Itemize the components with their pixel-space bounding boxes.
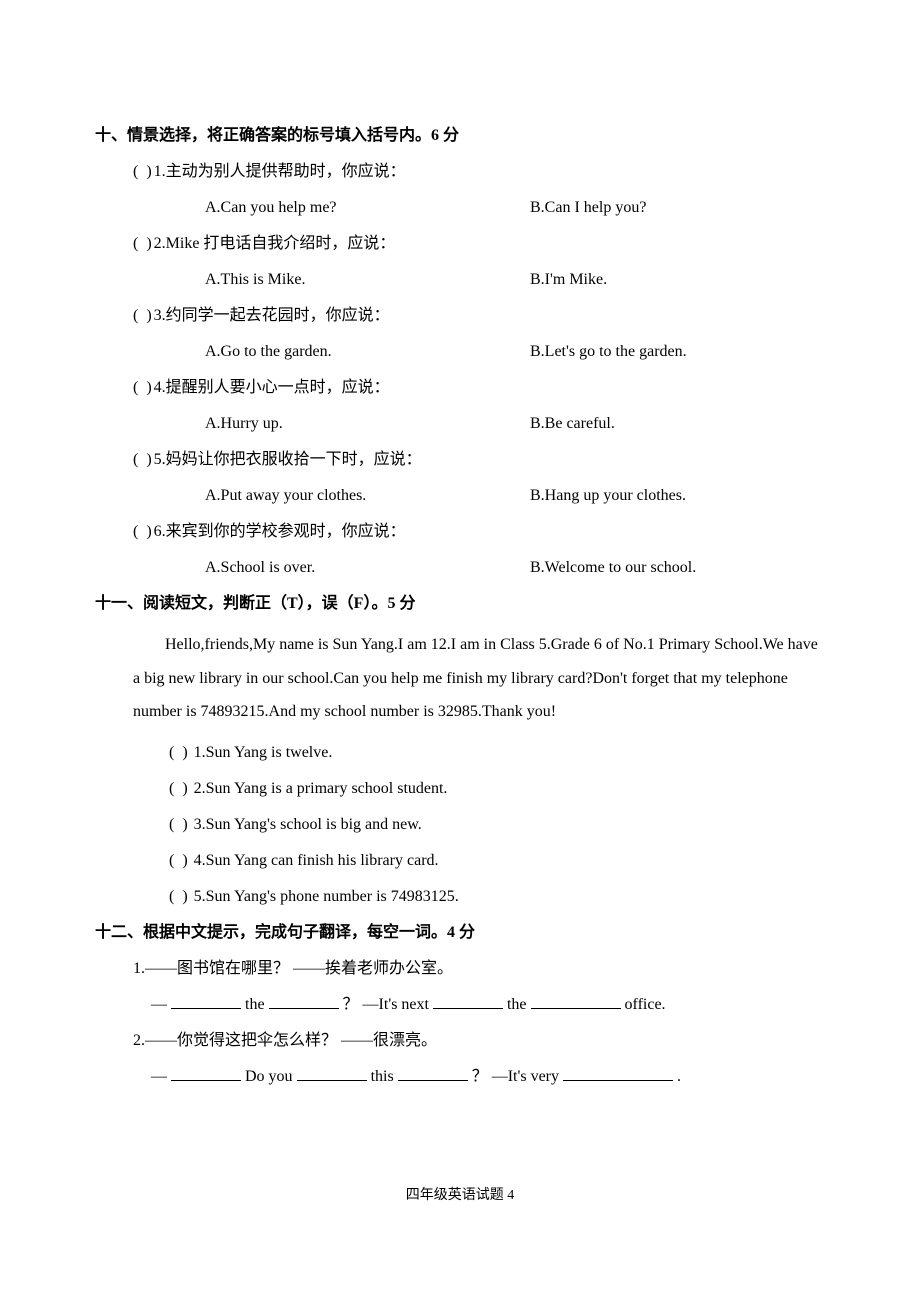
text-part: office.: [625, 996, 666, 1013]
text-part: .: [677, 1068, 681, 1085]
text-part: —: [151, 996, 167, 1013]
section-11-title: 十一、阅读短文，判断正（T），误（F）。5 分: [95, 592, 825, 616]
answer-bracket[interactable]: ( ): [169, 849, 190, 873]
q11-1: ( ) 1.Sun Yang is twelve.: [95, 741, 825, 765]
answer-bracket[interactable]: ( ): [133, 160, 154, 184]
q11-4: ( ) 4.Sun Yang can finish his library ca…: [95, 849, 825, 873]
answer-bracket[interactable]: ( ): [133, 376, 154, 400]
option-a: A.Put away your clothes.: [205, 484, 530, 508]
statement-text: 3.Sun Yang's school is big and new.: [194, 816, 422, 833]
question-text: 6.来宾到你的学校参观时，你应说：: [154, 520, 406, 544]
answer-bracket[interactable]: ( ): [133, 232, 154, 256]
text-part: the: [507, 996, 527, 1013]
text-part: this: [371, 1068, 394, 1085]
q10-3: ( ) 3.约同学一起去花园时，你应说：: [95, 304, 825, 328]
fill-blank[interactable]: [563, 1065, 673, 1081]
q10-6-options: A.School is over. B.Welcome to our schoo…: [95, 556, 825, 580]
q11-2: ( ) 2.Sun Yang is a primary school stude…: [95, 777, 825, 801]
option-b: B.Hang up your clothes.: [530, 484, 825, 508]
q10-4-options: A.Hurry up. B.Be careful.: [95, 412, 825, 436]
option-b: B.Can I help you?: [530, 196, 825, 220]
text-part: ？ —It's very: [472, 1068, 559, 1085]
question-text: 4.提醒别人要小心一点时，应说：: [154, 376, 390, 400]
answer-bracket[interactable]: ( ): [169, 777, 190, 801]
q10-1: ( ) 1.主动为别人提供帮助时，你应说：: [95, 160, 825, 184]
option-b: B.Welcome to our school.: [530, 556, 825, 580]
option-a: A.Can you help me?: [205, 196, 530, 220]
answer-bracket[interactable]: ( ): [169, 741, 190, 765]
q12-2-cn: 2.——你觉得这把伞怎么样？ ——很漂亮。: [95, 1029, 825, 1053]
reading-passage: Hello,friends,My name is Sun Yang.I am 1…: [95, 628, 825, 729]
text-part: —: [151, 1068, 167, 1085]
option-a: A.Hurry up.: [205, 412, 530, 436]
q12-2-en: — Do you this ？ —It's very .: [95, 1065, 825, 1089]
fill-blank[interactable]: [398, 1065, 468, 1081]
section-12-title: 十二、根据中文提示，完成句子翻译，每空一词。4 分: [95, 921, 825, 945]
q10-5-options: A.Put away your clothes. B.Hang up your …: [95, 484, 825, 508]
q11-5: ( ) 5.Sun Yang's phone number is 7498312…: [95, 885, 825, 909]
q10-2-options: A.This is Mike. B.I'm Mike.: [95, 268, 825, 292]
q10-5: ( ) 5.妈妈让你把衣服收拾一下时，应说：: [95, 448, 825, 472]
q12-1-cn: 1.——图书馆在哪里？ ——挨着老师办公室。: [95, 957, 825, 981]
statement-text: 2.Sun Yang is a primary school student.: [194, 780, 448, 797]
q10-6: ( ) 6.来宾到你的学校参观时，你应说：: [95, 520, 825, 544]
option-a: A.This is Mike.: [205, 268, 530, 292]
fill-blank[interactable]: [297, 1065, 367, 1081]
q10-4: ( ) 4.提醒别人要小心一点时，应说：: [95, 376, 825, 400]
option-a: A.Go to the garden.: [205, 340, 530, 364]
option-b: B.I'm Mike.: [530, 268, 825, 292]
text-part: the: [245, 996, 265, 1013]
fill-blank[interactable]: [171, 1065, 241, 1081]
fill-blank[interactable]: [531, 993, 621, 1009]
q11-3: ( ) 3.Sun Yang's school is big and new.: [95, 813, 825, 837]
statement-text: 1.Sun Yang is twelve.: [194, 744, 333, 761]
fill-blank[interactable]: [171, 993, 241, 1009]
text-part: ？ —It's next: [343, 996, 429, 1013]
q10-2: ( ) 2.Mike 打电话自我介绍时，应说：: [95, 232, 825, 256]
option-b: B.Let's go to the garden.: [530, 340, 825, 364]
answer-bracket[interactable]: ( ): [133, 448, 154, 472]
q10-3-options: A.Go to the garden. B.Let's go to the ga…: [95, 340, 825, 364]
fill-blank[interactable]: [269, 993, 339, 1009]
text-part: Do you: [245, 1068, 293, 1085]
answer-bracket[interactable]: ( ): [169, 885, 190, 909]
answer-bracket[interactable]: ( ): [169, 813, 190, 837]
q10-1-options: A.Can you help me? B.Can I help you?: [95, 196, 825, 220]
section-10-title: 十、情景选择，将正确答案的标号填入括号内。6 分: [95, 124, 825, 148]
option-b: B.Be careful.: [530, 412, 825, 436]
fill-blank[interactable]: [433, 993, 503, 1009]
question-text: 2.Mike 打电话自我介绍时，应说：: [154, 232, 396, 256]
question-text: 3.约同学一起去花园时，你应说：: [154, 304, 390, 328]
question-text: 5.妈妈让你把衣服收拾一下时，应说：: [154, 448, 422, 472]
statement-text: 4.Sun Yang can finish his library card.: [194, 852, 439, 869]
statement-text: 5.Sun Yang's phone number is 74983125.: [194, 888, 459, 905]
answer-bracket[interactable]: ( ): [133, 304, 154, 328]
answer-bracket[interactable]: ( ): [133, 520, 154, 544]
q12-1-en: — the ？ —It's next the office.: [95, 993, 825, 1017]
option-a: A.School is over.: [205, 556, 530, 580]
page-footer: 四年级英语试题 4: [0, 1185, 920, 1206]
question-text: 1.主动为别人提供帮助时，你应说：: [154, 160, 406, 184]
